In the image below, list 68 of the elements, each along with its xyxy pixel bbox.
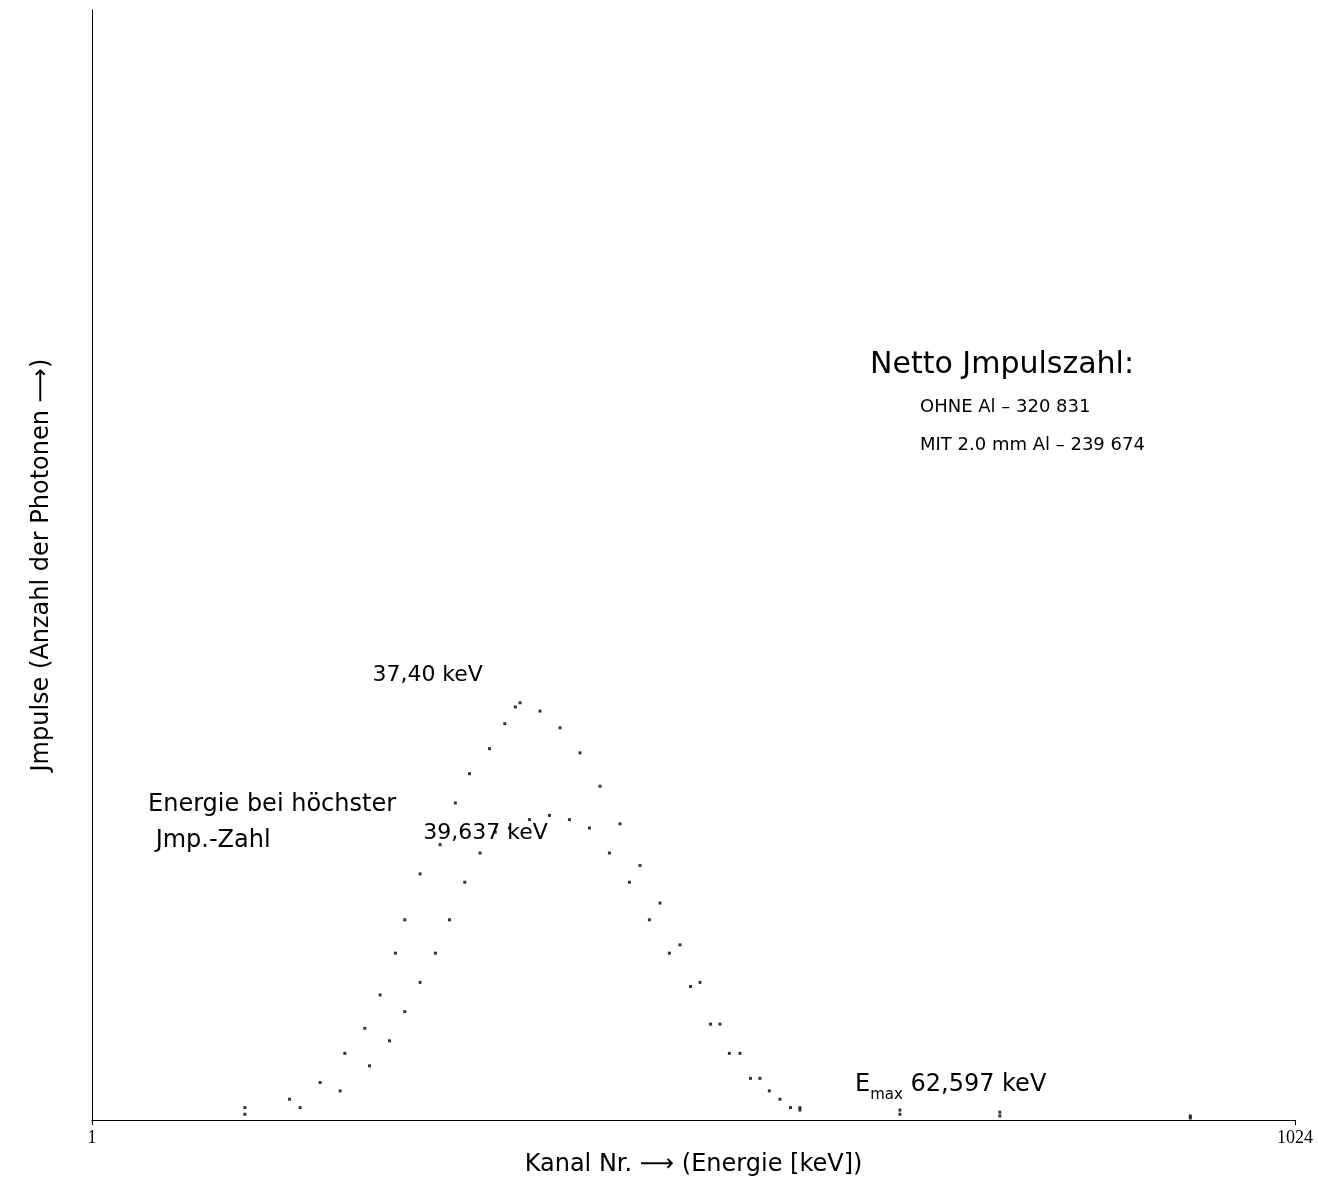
point [578,751,582,755]
point [298,1106,302,1110]
point [463,880,467,884]
point [363,1026,367,1030]
annotation: 37,40 keV [372,661,483,687]
point [538,709,542,713]
point [487,747,491,751]
point [388,1039,392,1043]
point [418,872,422,876]
point [658,901,662,905]
point [718,1022,722,1026]
point [343,1051,347,1055]
point [898,1112,902,1116]
point [567,818,571,822]
point [738,1051,742,1055]
point [667,951,671,955]
point [467,772,471,776]
annotation: Energie bei höchster Jmp.-Zahl [148,789,397,853]
point [558,726,562,730]
point [678,943,682,947]
y-axis-title: Jmpulse (Anzahl der Photonen ⟶) [26,358,54,774]
point [288,1097,292,1101]
annotation: 39,637 keV [423,818,548,844]
point [647,918,651,922]
x-tick-label: 1024 [1277,1127,1313,1148]
point [433,951,437,955]
point [749,1076,753,1080]
point [709,1022,713,1026]
point [478,851,482,855]
x-axis-title: Kanal Nr. ⟶ (Energie [keV]) [524,1149,863,1177]
point [778,1097,782,1101]
point [318,1081,322,1085]
point [243,1106,247,1110]
point [378,993,382,997]
point [513,705,517,709]
point [403,1010,407,1014]
text: Netto Jmpulszahl: [870,345,1134,380]
text: MIT 2.0 mm Al – 239 674 [920,433,1145,454]
point [698,980,702,984]
point [453,801,457,805]
point [727,1051,731,1055]
x-tick-label: 1 [87,1127,97,1148]
text: OHNE Al – 320 831 [920,395,1091,416]
point [758,1076,762,1080]
point [503,722,507,726]
point [527,818,531,822]
point [587,826,591,830]
point [898,1108,902,1112]
point [418,980,422,984]
point [518,701,522,705]
point [598,784,602,788]
point [547,813,551,817]
point [998,1110,1002,1114]
point [368,1064,372,1068]
point [438,843,442,847]
point [447,918,451,922]
point [243,1112,247,1116]
point [638,864,642,868]
point [403,918,407,922]
point [338,1089,342,1093]
point [618,822,622,826]
point [607,851,611,855]
point [789,1106,793,1110]
point [393,951,397,955]
point [767,1089,771,1093]
point [627,880,631,884]
point [689,985,693,989]
point [998,1114,1002,1118]
